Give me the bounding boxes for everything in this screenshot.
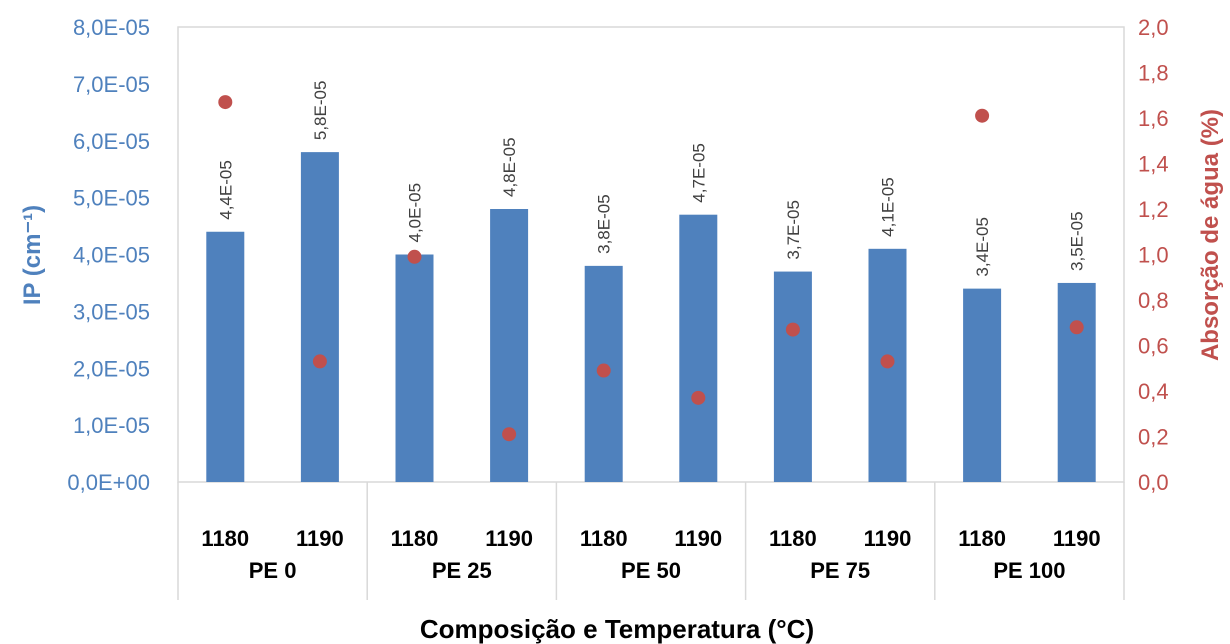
left-axis-ticks: 0,0E+00 1,0E-05 2,0E-05 3,0E-05 4,0E-05 5,0E-…: [67, 15, 150, 495]
y2-tick-label: 2,0: [1138, 15, 1169, 40]
x-tick-label: 1190: [1053, 526, 1101, 551]
y-tick-label: 2,0E-05: [73, 356, 150, 381]
x-tick-label: 1190: [674, 526, 722, 551]
scatter-point: [596, 363, 611, 378]
bar: [773, 271, 812, 482]
scatter-point: [218, 95, 233, 110]
x-tick-label: 1180: [580, 526, 628, 551]
plot-frame: [177, 26, 1125, 600]
scatter-point: [312, 354, 327, 369]
x-group-label: PE 75: [810, 558, 870, 583]
scatter-series: [218, 95, 1084, 442]
x-axis-categories: 1180 1190 1180 1190 1180 1190 1180 1190 1180 1190…: [201, 526, 1100, 583]
y2-tick-label: 0,6: [1138, 334, 1169, 359]
bar-data-label: 4,8E-05: [500, 137, 519, 197]
x-tick-label: 1190: [296, 526, 344, 551]
y-tick-label: 8,0E-05: [73, 15, 150, 40]
right-axis-ticks: 0,0 0,2 0,4 0,6 0,8 1,0 1,2 1,4 1,6 1,8 2,0: [1138, 15, 1169, 495]
y2-tick-label: 0,4: [1138, 379, 1169, 404]
bar-data-label: 4,7E-05: [689, 143, 708, 203]
x-axis-title: Composição e Temperatura (°C): [420, 614, 814, 644]
bar-data-label: 3,7E-05: [784, 200, 803, 260]
y2-tick-label: 1,4: [1138, 152, 1169, 177]
y-tick-label: 4,0E-05: [73, 243, 150, 268]
y2-tick-label: 1,6: [1138, 106, 1169, 131]
y2-tick-label: 0,2: [1138, 425, 1169, 450]
x-tick-label: 1180: [201, 526, 249, 551]
right-axis-title: Absorção de água (%): [1197, 109, 1224, 361]
bar-series: [206, 152, 1096, 482]
scatter-point: [975, 108, 990, 123]
bar-data-labels: 4,4E-05 5,8E-05 4,0E-05 4,8E-05 3,8E-05 4,7E-…: [216, 81, 1086, 277]
scatter-point: [1069, 320, 1084, 335]
bar-data-label: 5,8E-05: [311, 81, 330, 141]
bar: [1057, 282, 1096, 482]
x-group-label: PE 25: [432, 558, 492, 583]
bar-data-label: 4,0E-05: [406, 183, 425, 243]
y-tick-label: 0,0E+00: [67, 470, 150, 495]
y2-tick-label: 1,8: [1138, 61, 1169, 86]
left-axis-title: IP (cm⁻¹): [19, 205, 46, 305]
x-tick-label: 1190: [485, 526, 533, 551]
y2-tick-label: 0,8: [1138, 288, 1169, 313]
y2-tick-label: 1,0: [1138, 243, 1169, 268]
y-tick-label: 7,0E-05: [73, 72, 150, 97]
scatter-point: [502, 427, 517, 442]
y-tick-label: 6,0E-05: [73, 129, 150, 154]
scatter-point: [407, 249, 422, 264]
x-tick-label: 1180: [769, 526, 817, 551]
bar-data-label: 4,4E-05: [216, 160, 235, 220]
plot-border: [177, 26, 1125, 483]
bar: [963, 288, 1002, 482]
x-tick-label: 1190: [864, 526, 912, 551]
bar: [679, 214, 718, 482]
y2-tick-label: 1,2: [1138, 197, 1169, 222]
scatter-point: [785, 322, 800, 337]
x-tick-label: 1180: [391, 526, 439, 551]
x-group-label: PE 0: [249, 558, 297, 583]
bar-data-label: 3,4E-05: [973, 217, 992, 277]
x-tick-label: 1180: [958, 526, 1006, 551]
bar: [395, 254, 434, 482]
scatter-point: [880, 354, 895, 369]
bar-data-label: 3,5E-05: [1068, 211, 1087, 271]
scatter-point: [691, 390, 706, 405]
x-group-label: PE 50: [621, 558, 681, 583]
y-tick-label: 3,0E-05: [73, 299, 150, 324]
y-tick-label: 5,0E-05: [73, 186, 150, 211]
bar: [300, 152, 339, 482]
y-tick-label: 1,0E-05: [73, 413, 150, 438]
x-group-label: PE 100: [993, 558, 1065, 583]
bar-data-label: 4,1E-05: [879, 177, 898, 237]
bar-data-label: 3,8E-05: [595, 194, 614, 254]
y2-tick-label: 0,0: [1138, 470, 1169, 495]
bar: [206, 231, 245, 482]
